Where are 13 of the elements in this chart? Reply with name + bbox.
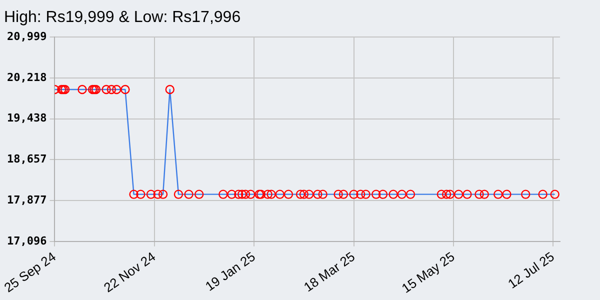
chart-title: High: Rs19,999 & Low: Rs17,996 [4,9,241,26]
y-tick-label: 20,999 [6,30,47,44]
x-tick-label: 25 Sep 24 [1,248,59,296]
y-tick-label: 18,657 [6,152,47,166]
x-tick-label: 22 Nov 24 [101,248,158,296]
y-tick-label: 20,218 [6,70,47,84]
y-tick-label: 17,096 [6,234,48,248]
y-tick-label: 19,438 [6,112,47,125]
x-tick-label: 19 Jan 25 [202,248,258,294]
y-tick-label: 17,877 [6,193,47,206]
x-tick-label: 18 Mar 25 [300,248,358,295]
x-tick-label: 12 Jul 25 [505,248,557,292]
x-tick-label: 15 May 25 [398,248,458,296]
